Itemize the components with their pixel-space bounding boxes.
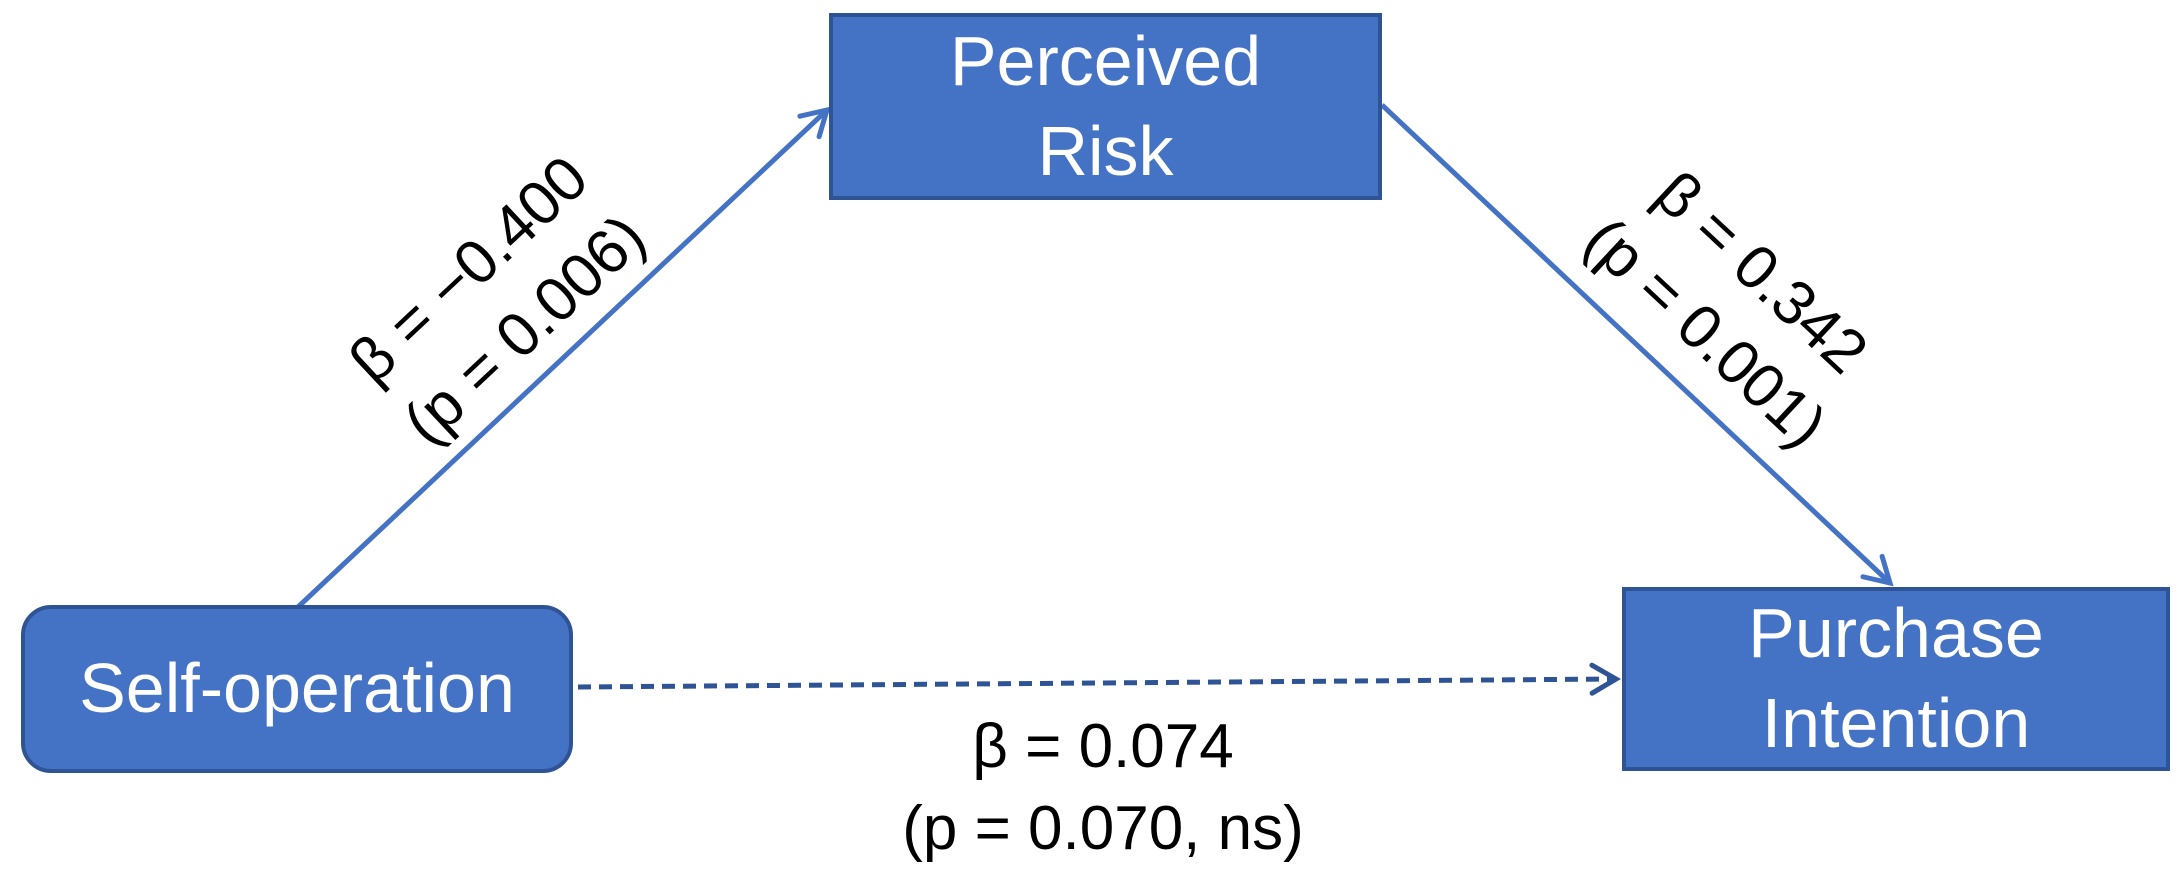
edge-label-direct-effect: β = 0.074 (p = 0.070, ns) (902, 706, 1304, 870)
arrow-perceived-risk-to-purchase-intention (1380, 103, 1894, 587)
node-purchase-intention-label-line2: Intention (1761, 684, 2031, 762)
node-perceived-risk: Perceived Risk (829, 13, 1382, 200)
edge-label-direct-effect-pvalue: (p = 0.070, ns) (902, 794, 1304, 863)
node-self-operation: Self-operation (21, 605, 573, 773)
arrow-self-operation-to-perceived-risk (296, 106, 831, 609)
node-purchase-intention: Purchase Intention (1622, 587, 2170, 771)
node-purchase-intention-label-line1: Purchase (1748, 594, 2044, 673)
node-perceived-risk-label-line1: Perceived (949, 21, 1262, 100)
edge-label-direct-effect-beta: β = 0.074 (972, 712, 1234, 782)
node-self-operation-label: Self-operation (79, 649, 515, 728)
node-perceived-risk-label-line2: Risk (1037, 111, 1174, 190)
arrow-dashed-self-operation-to-purchase-intention (577, 662, 1621, 696)
